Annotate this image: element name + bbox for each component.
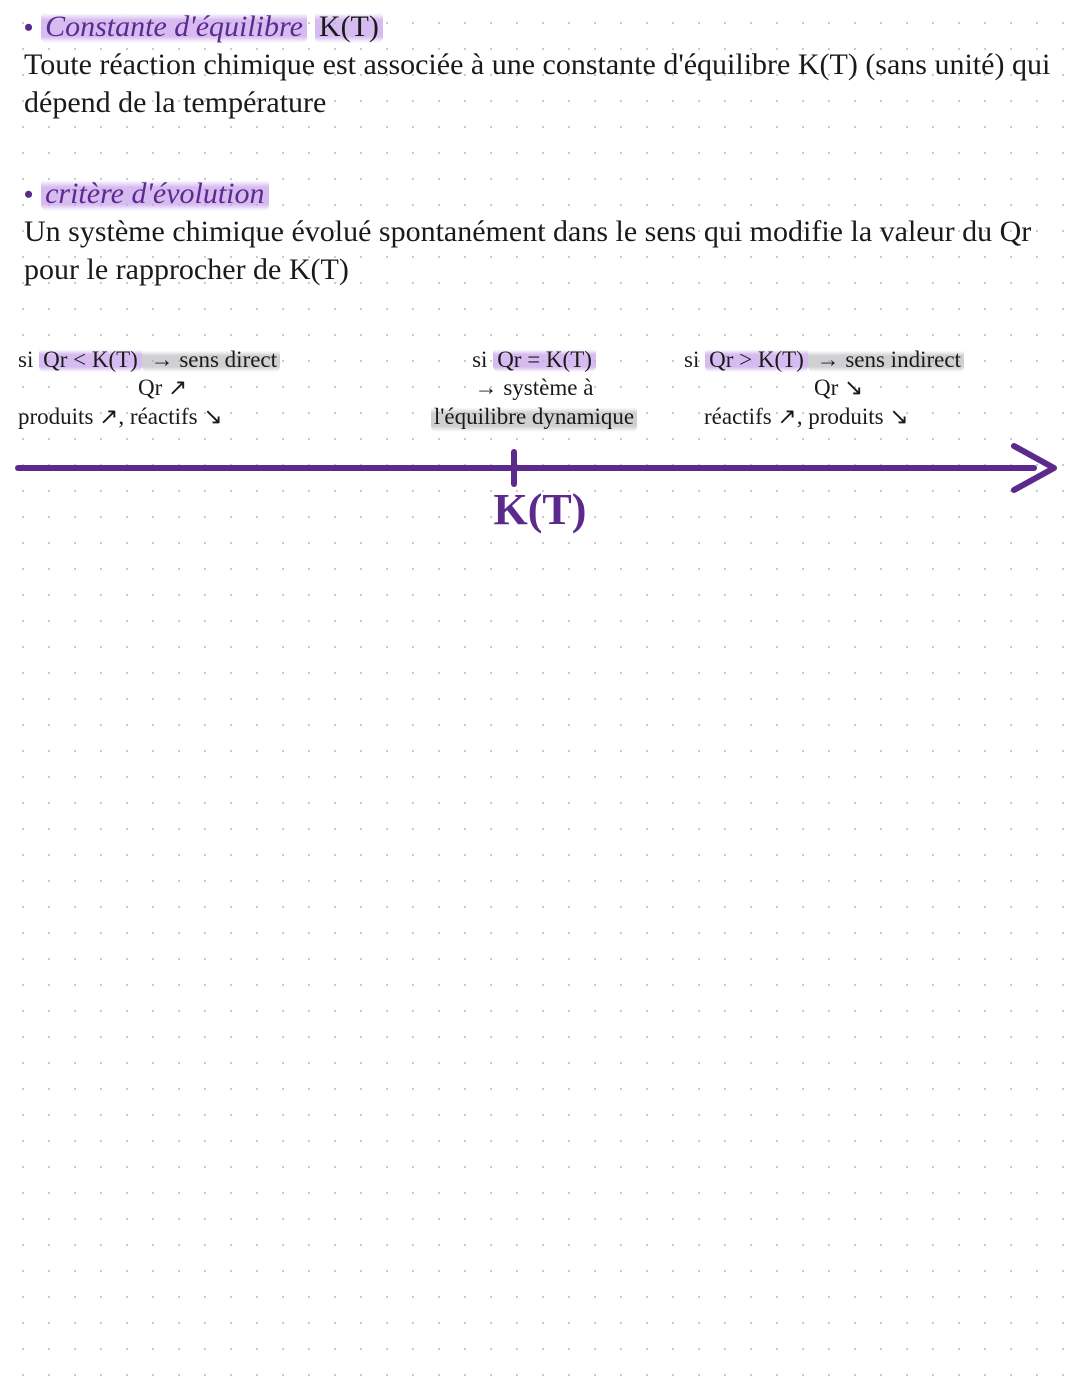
evolution-diagram: si Qr < K(T) → sens direct Qr ↗ produits… — [24, 346, 1056, 566]
heading-text: critère d'évolution — [41, 177, 268, 211]
highlight: Qr > K(T) — [705, 347, 808, 372]
section2-heading: • critère d'évolution — [24, 177, 1056, 211]
section1-heading: • Constante d'équilibre K(T) — [24, 10, 1056, 44]
case-mid: si Qr = K(T) → système à l'équilibre dyn… — [384, 346, 684, 432]
case-right-line3: réactifs ↗, produits ↘ — [684, 403, 1064, 432]
heading-text: Constante d'équilibre — [41, 10, 307, 43]
bullet-dot: • — [24, 15, 33, 41]
text: si — [684, 347, 705, 372]
heading-wrap: Constante d'équilibre K(T) — [41, 10, 383, 44]
highlight-grey: → sens direct — [142, 347, 280, 372]
section2-body: Un système chimique évolué spontanément … — [24, 213, 1056, 290]
case-right-line2: Qr ↘ — [684, 374, 1064, 403]
section2: • critère d'évolution Un système chimiqu… — [24, 177, 1056, 290]
case-mid-line3: l'équilibre dynamique — [431, 403, 637, 432]
bullet-dot: • — [24, 182, 33, 208]
case-right: si Qr > K(T) → sens indirect Qr ↘ réacti… — [684, 346, 1064, 432]
highlight: Qr = K(T) — [493, 347, 596, 372]
case-left-line3: produits ↗, réactifs ↘ — [18, 403, 348, 432]
axis-label-kt: K(T) — [24, 484, 1056, 535]
heading-kt: K(T) — [315, 10, 383, 43]
highlight: Qr < K(T) — [39, 347, 142, 372]
case-left-line2: Qr ↗ — [18, 374, 348, 403]
case-mid-line1: si Qr = K(T) — [384, 346, 684, 375]
highlight-grey: → sens indirect — [808, 347, 964, 372]
case-left: si Qr < K(T) → sens direct Qr ↗ produits… — [18, 346, 348, 432]
case-left-line1: si Qr < K(T) → sens direct — [18, 346, 348, 375]
section1-body: Toute réaction chimique est associée à u… — [24, 46, 1056, 123]
text: si — [472, 347, 493, 372]
text: si — [18, 347, 39, 372]
case-mid-line2: → système à — [384, 374, 684, 403]
note-page: • Constante d'équilibre K(T) Toute réact… — [24, 10, 1056, 566]
case-right-line1: si Qr > K(T) → sens indirect — [684, 346, 1064, 375]
